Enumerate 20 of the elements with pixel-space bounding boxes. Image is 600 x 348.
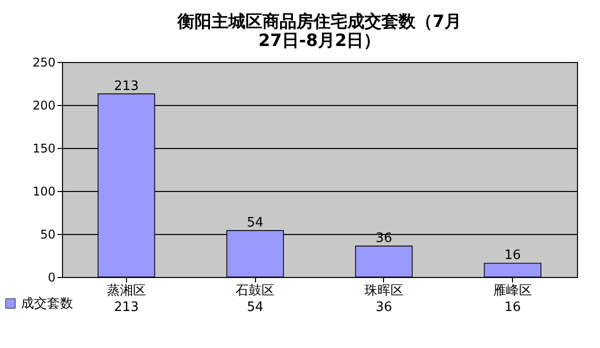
data-label: 16 bbox=[504, 300, 521, 315]
y-tick-label: 50 bbox=[40, 228, 56, 242]
chart-title: 衡阳主城区商品房住宅成交套数（7月27日-8月2日） bbox=[176, 12, 462, 51]
legend-label: 成交套数 bbox=[21, 296, 73, 312]
data-label: 213 bbox=[114, 300, 139, 315]
data-label: 36 bbox=[376, 300, 392, 315]
annotation: 213 bbox=[114, 78, 139, 94]
x-tick-label: 珠晖区 bbox=[364, 284, 404, 298]
x-tick-label: 蒸湘区 bbox=[106, 284, 146, 298]
x-tick-label: 石鼓区 bbox=[236, 284, 275, 298]
data-label: 54 bbox=[246, 300, 264, 315]
y-tick-label: 0 bbox=[48, 270, 56, 284]
x-tick-label: 雁峰区 bbox=[493, 284, 532, 298]
y-tick-label: 100 bbox=[32, 184, 56, 198]
y-tick-label: 250 bbox=[32, 56, 56, 70]
annotation: 36 bbox=[376, 231, 392, 246]
annotation: 54 bbox=[246, 216, 264, 231]
annotation: 16 bbox=[504, 248, 521, 264]
y-tick-label: 200 bbox=[32, 98, 56, 112]
y-tick-label: 150 bbox=[32, 142, 56, 156]
